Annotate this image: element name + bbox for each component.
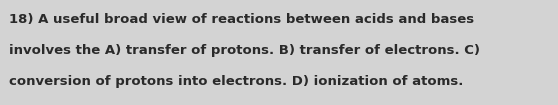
Text: 18) A useful broad view of reactions between acids and bases: 18) A useful broad view of reactions bet… [9,13,474,26]
Text: involves the A) transfer of protons. B) transfer of electrons. C): involves the A) transfer of protons. B) … [9,44,480,57]
Text: conversion of protons into electrons. D) ionization of atoms.: conversion of protons into electrons. D)… [9,75,463,88]
